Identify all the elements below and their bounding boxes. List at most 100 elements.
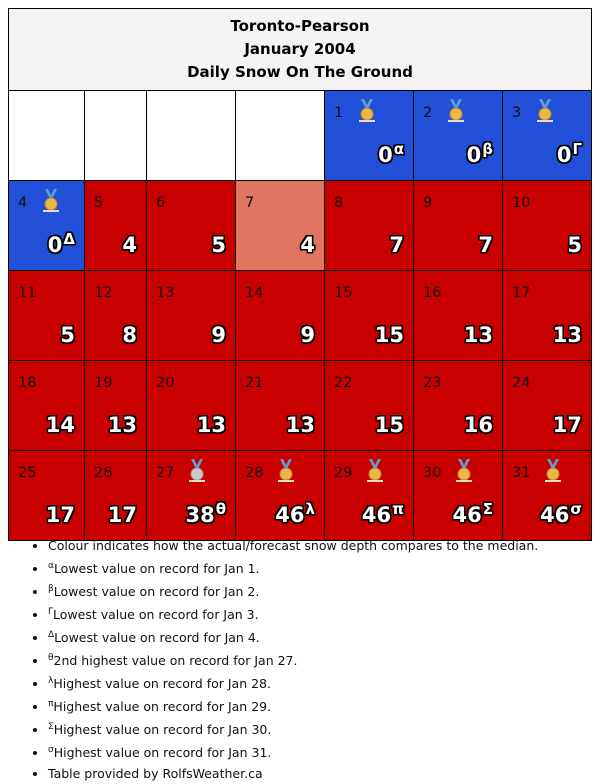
snow-depth-value: 0β xyxy=(466,140,493,167)
day-number: 18 xyxy=(18,375,37,391)
empty-day-cell xyxy=(235,90,325,181)
snow-depth-value: 46π xyxy=(361,500,404,527)
footnote-item: Colour indicates how the actual/forecast… xyxy=(48,535,538,556)
gold-medal-icon xyxy=(43,189,59,212)
footnote-item: Table provided by RolfsWeather.ca xyxy=(48,763,538,784)
day-cell: 22 15 xyxy=(324,360,414,451)
footnote-marker: α xyxy=(48,561,54,571)
day-cell: 12 8 xyxy=(84,270,147,361)
day-cell: 25 17 xyxy=(8,450,85,541)
snow-depth-value: 0Δ xyxy=(47,230,75,257)
footnote-marker: Γ xyxy=(48,607,54,617)
station-title: Toronto-Pearson xyxy=(230,17,370,35)
footnote-marker: θ xyxy=(48,653,54,663)
day-cell: 23 16 xyxy=(413,360,503,451)
gold-medal-icon xyxy=(278,459,294,482)
day-number: 29 xyxy=(334,465,353,481)
footnote-item: ΓLowest value on record for Jan 3. xyxy=(48,602,538,625)
snow-depth-value: 15 xyxy=(374,413,404,437)
day-number: 6 xyxy=(156,195,166,211)
footnote-item: βLowest value on record for Jan 2. xyxy=(48,579,538,602)
day-number: 2 xyxy=(423,105,433,121)
day-cell: 24 17 xyxy=(502,360,592,451)
footnotes-list: Colour indicates how the actual/forecast… xyxy=(26,535,538,784)
footnote-marker: Σ xyxy=(48,722,54,732)
day-number: 28 xyxy=(245,465,264,481)
record-marker: Δ xyxy=(63,230,75,248)
footnote-marker: π xyxy=(48,699,54,709)
gold-medal-icon xyxy=(448,99,464,122)
day-number: 30 xyxy=(423,465,442,481)
day-number: 13 xyxy=(156,285,175,301)
day-cell: 20 13 xyxy=(146,360,236,451)
day-cell: 21 13 xyxy=(235,360,325,451)
snow-depth-value: 16 xyxy=(463,413,493,437)
snow-calendar: Toronto-Pearson January 2004 Daily Snow … xyxy=(8,8,592,541)
footnote-item: αLowest value on record for Jan 1. xyxy=(48,556,538,579)
day-number: 10 xyxy=(512,195,531,211)
day-cell: 10 5 xyxy=(502,180,592,271)
day-number: 12 xyxy=(94,285,113,301)
footnote-item: πHighest value on record for Jan 29. xyxy=(48,694,538,717)
day-cell: 18 14 xyxy=(8,360,85,451)
gold-medal-icon xyxy=(367,459,383,482)
record-marker: α xyxy=(393,140,404,158)
day-number: 21 xyxy=(245,375,264,391)
day-cell: 16 13 xyxy=(413,270,503,361)
footnote-item: ΔLowest value on record for Jan 4. xyxy=(48,625,538,648)
record-marker: λ xyxy=(305,500,316,518)
record-marker: β xyxy=(482,140,493,158)
snow-depth-value: 9 xyxy=(211,323,226,347)
record-marker: Γ xyxy=(572,140,582,158)
day-number: 1 xyxy=(334,105,344,121)
snow-depth-value: 14 xyxy=(45,413,75,437)
gold-medal-icon xyxy=(359,99,375,122)
day-number: 26 xyxy=(94,465,113,481)
snow-depth-value: 0α xyxy=(378,140,404,167)
snow-depth-value: 46Σ xyxy=(452,500,493,527)
day-number: 14 xyxy=(245,285,264,301)
day-cell: 31 46σ xyxy=(502,450,592,541)
footnote-item: λHighest value on record for Jan 28. xyxy=(48,671,538,694)
snow-depth-value: 4 xyxy=(300,233,315,257)
snow-depth-value: 5 xyxy=(60,323,75,347)
day-number: 11 xyxy=(18,285,37,301)
footnote-marker: σ xyxy=(48,745,54,755)
snow-depth-value: 0Γ xyxy=(556,140,582,167)
day-number: 8 xyxy=(334,195,344,211)
day-number: 24 xyxy=(512,375,531,391)
footnote-marker: β xyxy=(48,584,54,594)
empty-day-cell xyxy=(84,90,147,181)
day-cell: 30 46Σ xyxy=(413,450,503,541)
snow-depth-value: 13 xyxy=(107,413,137,437)
snow-depth-value: 46λ xyxy=(275,500,315,527)
day-number: 3 xyxy=(512,105,522,121)
gold-medal-icon xyxy=(456,459,472,482)
day-cell: 29 46π xyxy=(324,450,414,541)
record-marker: Σ xyxy=(482,500,493,518)
record-marker: π xyxy=(392,500,404,518)
day-cell: 28 46λ xyxy=(235,450,325,541)
day-number: 23 xyxy=(423,375,442,391)
snow-depth-value: 13 xyxy=(463,323,493,347)
day-number: 17 xyxy=(512,285,531,301)
month-title: January 2004 xyxy=(244,40,356,58)
snow-depth-value: 17 xyxy=(552,413,582,437)
day-cell: 14 9 xyxy=(235,270,325,361)
day-cell: 27 38θ xyxy=(146,450,236,541)
snow-depth-value: 15 xyxy=(374,323,404,347)
day-cell: 3 0Γ xyxy=(502,90,592,181)
footnote-marker: Δ xyxy=(48,630,55,640)
week-row: 11 5 12 8 13 9 14 9 15 15 16 13 17 13 xyxy=(8,270,592,361)
snow-depth-value: 5 xyxy=(211,233,226,257)
footnote-item: σHighest value on record for Jan 31. xyxy=(48,740,538,763)
snow-depth-value: 13 xyxy=(285,413,315,437)
gold-medal-icon xyxy=(545,459,561,482)
metric-title: Daily Snow On The Ground xyxy=(187,63,413,81)
day-number: 4 xyxy=(18,195,28,211)
day-cell: 17 13 xyxy=(502,270,592,361)
